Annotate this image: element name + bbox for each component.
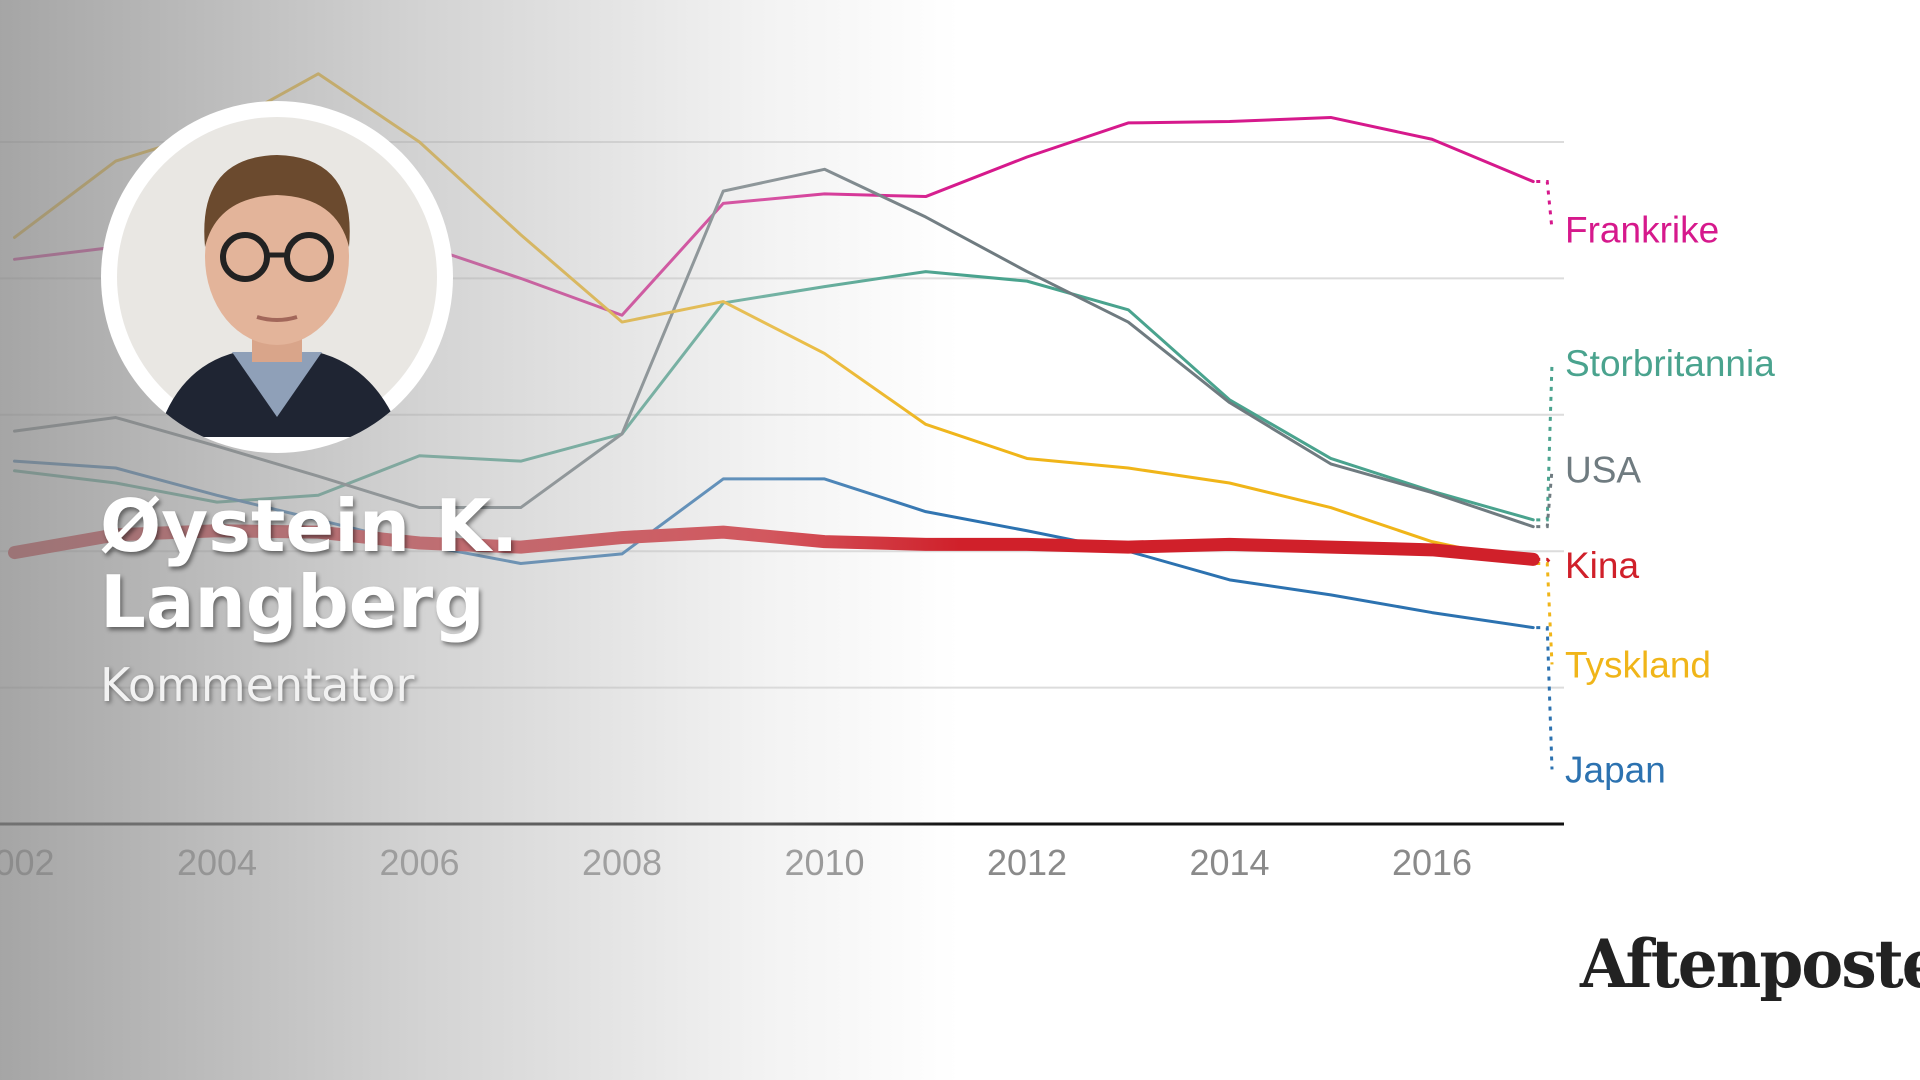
aftenposten-logo: Aftenposten — [1580, 925, 1920, 1003]
author-photo — [101, 101, 453, 453]
author-portrait-icon — [117, 117, 437, 437]
author-byline: Øystein K. Langberg Kommentator — [100, 488, 518, 712]
author-role: Kommentator — [100, 658, 415, 712]
author-name-line1: Øystein K. — [100, 484, 519, 568]
author-name-line2: Langberg — [100, 560, 485, 644]
